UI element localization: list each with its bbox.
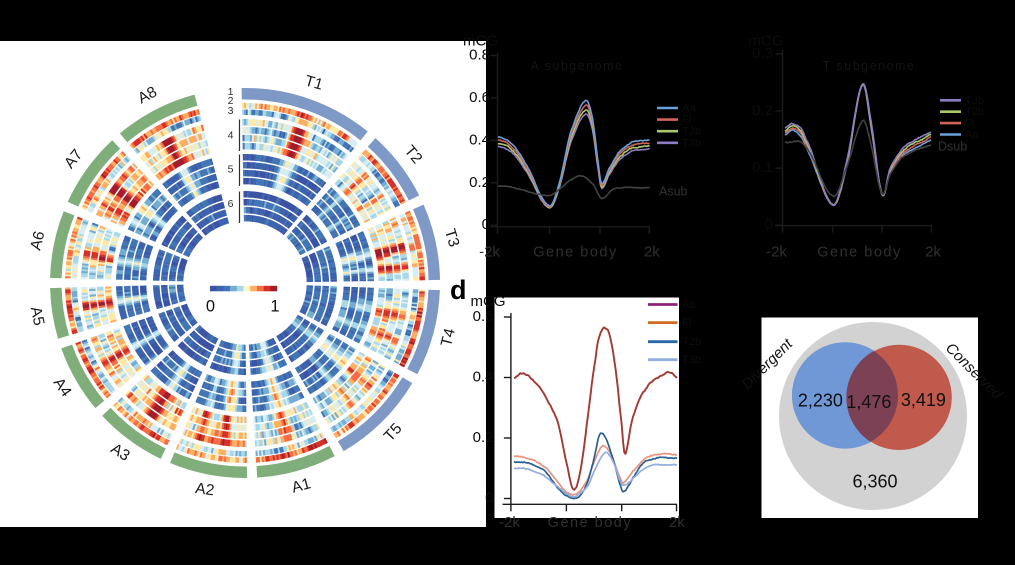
- svg-text:0: 0: [765, 216, 773, 233]
- svg-text:0.3: 0.3: [752, 45, 773, 62]
- svg-text:6: 6: [228, 198, 234, 210]
- svg-text:T subgenome: T subgenome: [823, 59, 916, 73]
- svg-text:6,360: 6,360: [852, 472, 897, 492]
- svg-text:Aa: Aa: [682, 299, 696, 311]
- svg-text:3,419: 3,419: [901, 390, 946, 410]
- svg-text:T1: T1: [303, 72, 325, 93]
- svg-text:2k: 2k: [925, 244, 941, 261]
- svg-text:T4: T4: [438, 326, 459, 348]
- svg-text:0.6: 0.6: [469, 89, 490, 106]
- svg-text:Fl: Fl: [682, 114, 691, 126]
- svg-text:0.2: 0.2: [473, 429, 494, 446]
- svg-text:T3b: T3b: [682, 137, 701, 149]
- svg-text:0.4: 0.4: [473, 369, 494, 386]
- svg-text:1: 1: [228, 86, 234, 98]
- svg-text:T3b: T3b: [682, 354, 701, 366]
- svg-text:1: 1: [270, 298, 279, 316]
- svg-text:1,476: 1,476: [846, 392, 891, 412]
- svg-text:T2b: T2b: [682, 126, 701, 138]
- svg-text:0.1: 0.1: [752, 159, 773, 176]
- svg-text:5: 5: [228, 164, 234, 176]
- svg-text:Fl: Fl: [682, 317, 691, 329]
- svg-text:4: 4: [228, 129, 234, 141]
- svg-text:T3: T3: [441, 227, 463, 249]
- svg-text:Aa: Aa: [682, 103, 696, 115]
- svg-text:2k: 2k: [644, 244, 660, 261]
- svg-text:mCG: mCG: [463, 33, 498, 50]
- svg-text:0: 0: [485, 490, 493, 507]
- svg-text:0.2: 0.2: [469, 174, 490, 191]
- svg-text:2: 2: [228, 95, 234, 107]
- svg-text:Aa: Aa: [965, 129, 979, 141]
- svg-text:2k: 2k: [669, 514, 685, 531]
- svg-text:2,230: 2,230: [798, 391, 843, 411]
- svg-text:-2k: -2k: [479, 244, 500, 261]
- svg-text:Fl: Fl: [965, 118, 974, 130]
- svg-text:T2b: T2b: [965, 106, 984, 118]
- svg-text:-2k: -2k: [499, 514, 520, 531]
- svg-text:mCG: mCG: [749, 33, 784, 50]
- svg-text:mCG: mCG: [471, 293, 506, 310]
- svg-text:Asub: Asub: [659, 185, 688, 199]
- svg-text:0.8: 0.8: [469, 47, 490, 64]
- svg-text:A1: A1: [290, 475, 313, 496]
- svg-text:A6: A6: [27, 229, 48, 252]
- svg-text:0.4: 0.4: [469, 131, 490, 148]
- svg-text:Gene body: Gene body: [548, 515, 632, 531]
- svg-text:T3b: T3b: [965, 95, 984, 107]
- svg-text:0: 0: [206, 298, 215, 316]
- svg-text:0.6: 0.6: [473, 308, 494, 325]
- svg-text:0: 0: [482, 216, 490, 233]
- svg-text:Gene body: Gene body: [533, 245, 617, 261]
- svg-text:A5: A5: [27, 305, 48, 327]
- svg-text:A subgenome: A subgenome: [531, 59, 624, 73]
- svg-text:3: 3: [228, 105, 234, 117]
- svg-text:Dsub: Dsub: [938, 140, 967, 154]
- svg-text:d: d: [450, 275, 467, 305]
- svg-text:A8: A8: [135, 83, 160, 107]
- svg-text:-2k: -2k: [766, 244, 787, 261]
- svg-text:T2b: T2b: [682, 336, 701, 348]
- svg-text:A2: A2: [194, 480, 215, 499]
- svg-text:Gene body: Gene body: [817, 245, 901, 261]
- svg-text:0.2: 0.2: [752, 102, 773, 119]
